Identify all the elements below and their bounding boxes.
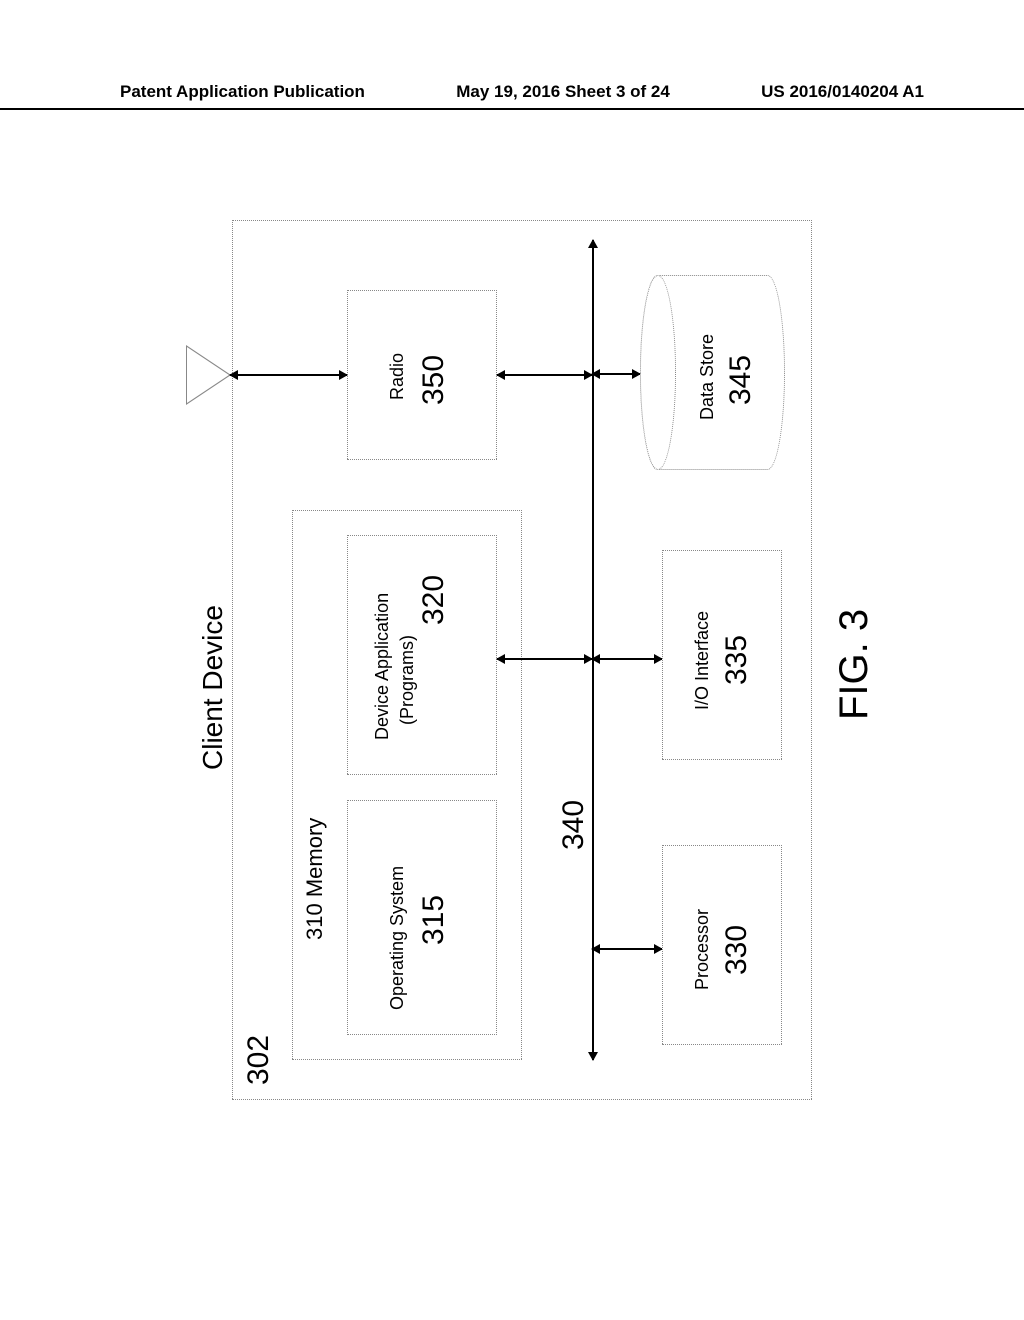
bus-line — [592, 240, 594, 1060]
app-box — [347, 535, 497, 775]
io-ref: 335 — [720, 635, 754, 685]
conn-memory-bus — [497, 658, 592, 660]
header-left: Patent Application Publication — [120, 82, 365, 102]
radio-ref: 350 — [417, 355, 451, 405]
processor-ref: 330 — [720, 925, 754, 975]
bus-ref: 340 — [557, 800, 591, 850]
os-ref: 315 — [417, 895, 451, 945]
memory-label: 310 Memory — [302, 818, 328, 940]
io-label: I/O Interface — [692, 611, 713, 710]
app-ref: 320 — [417, 575, 451, 625]
figure-label: FIG. 3 — [832, 609, 877, 720]
diagram-canvas: 302 Client Device 310 Memory Operating S… — [162, 180, 862, 1140]
conn-processor-bus — [592, 948, 662, 950]
app-label1: Device Application — [372, 593, 393, 740]
app-label2: (Programs) — [397, 635, 418, 725]
os-label: Operating System — [387, 866, 408, 1010]
antenna-icon — [187, 347, 229, 403]
header-right: US 2016/0140204 A1 — [761, 82, 924, 102]
device-ref: 302 — [242, 1035, 276, 1085]
conn-radio-bus — [497, 374, 592, 376]
radio-label: Radio — [387, 353, 408, 400]
processor-label: Processor — [692, 909, 713, 990]
conn-store-bus — [592, 373, 640, 375]
page-header: Patent Application Publication May 19, 2… — [0, 82, 1024, 110]
conn-io-bus — [592, 658, 662, 660]
data-store-ref: 345 — [724, 355, 758, 405]
header-center: May 19, 2016 Sheet 3 of 24 — [456, 82, 670, 102]
data-store-label: Data Store — [697, 334, 718, 420]
client-device-title: Client Device — [197, 605, 229, 770]
antenna-connector — [230, 374, 347, 376]
